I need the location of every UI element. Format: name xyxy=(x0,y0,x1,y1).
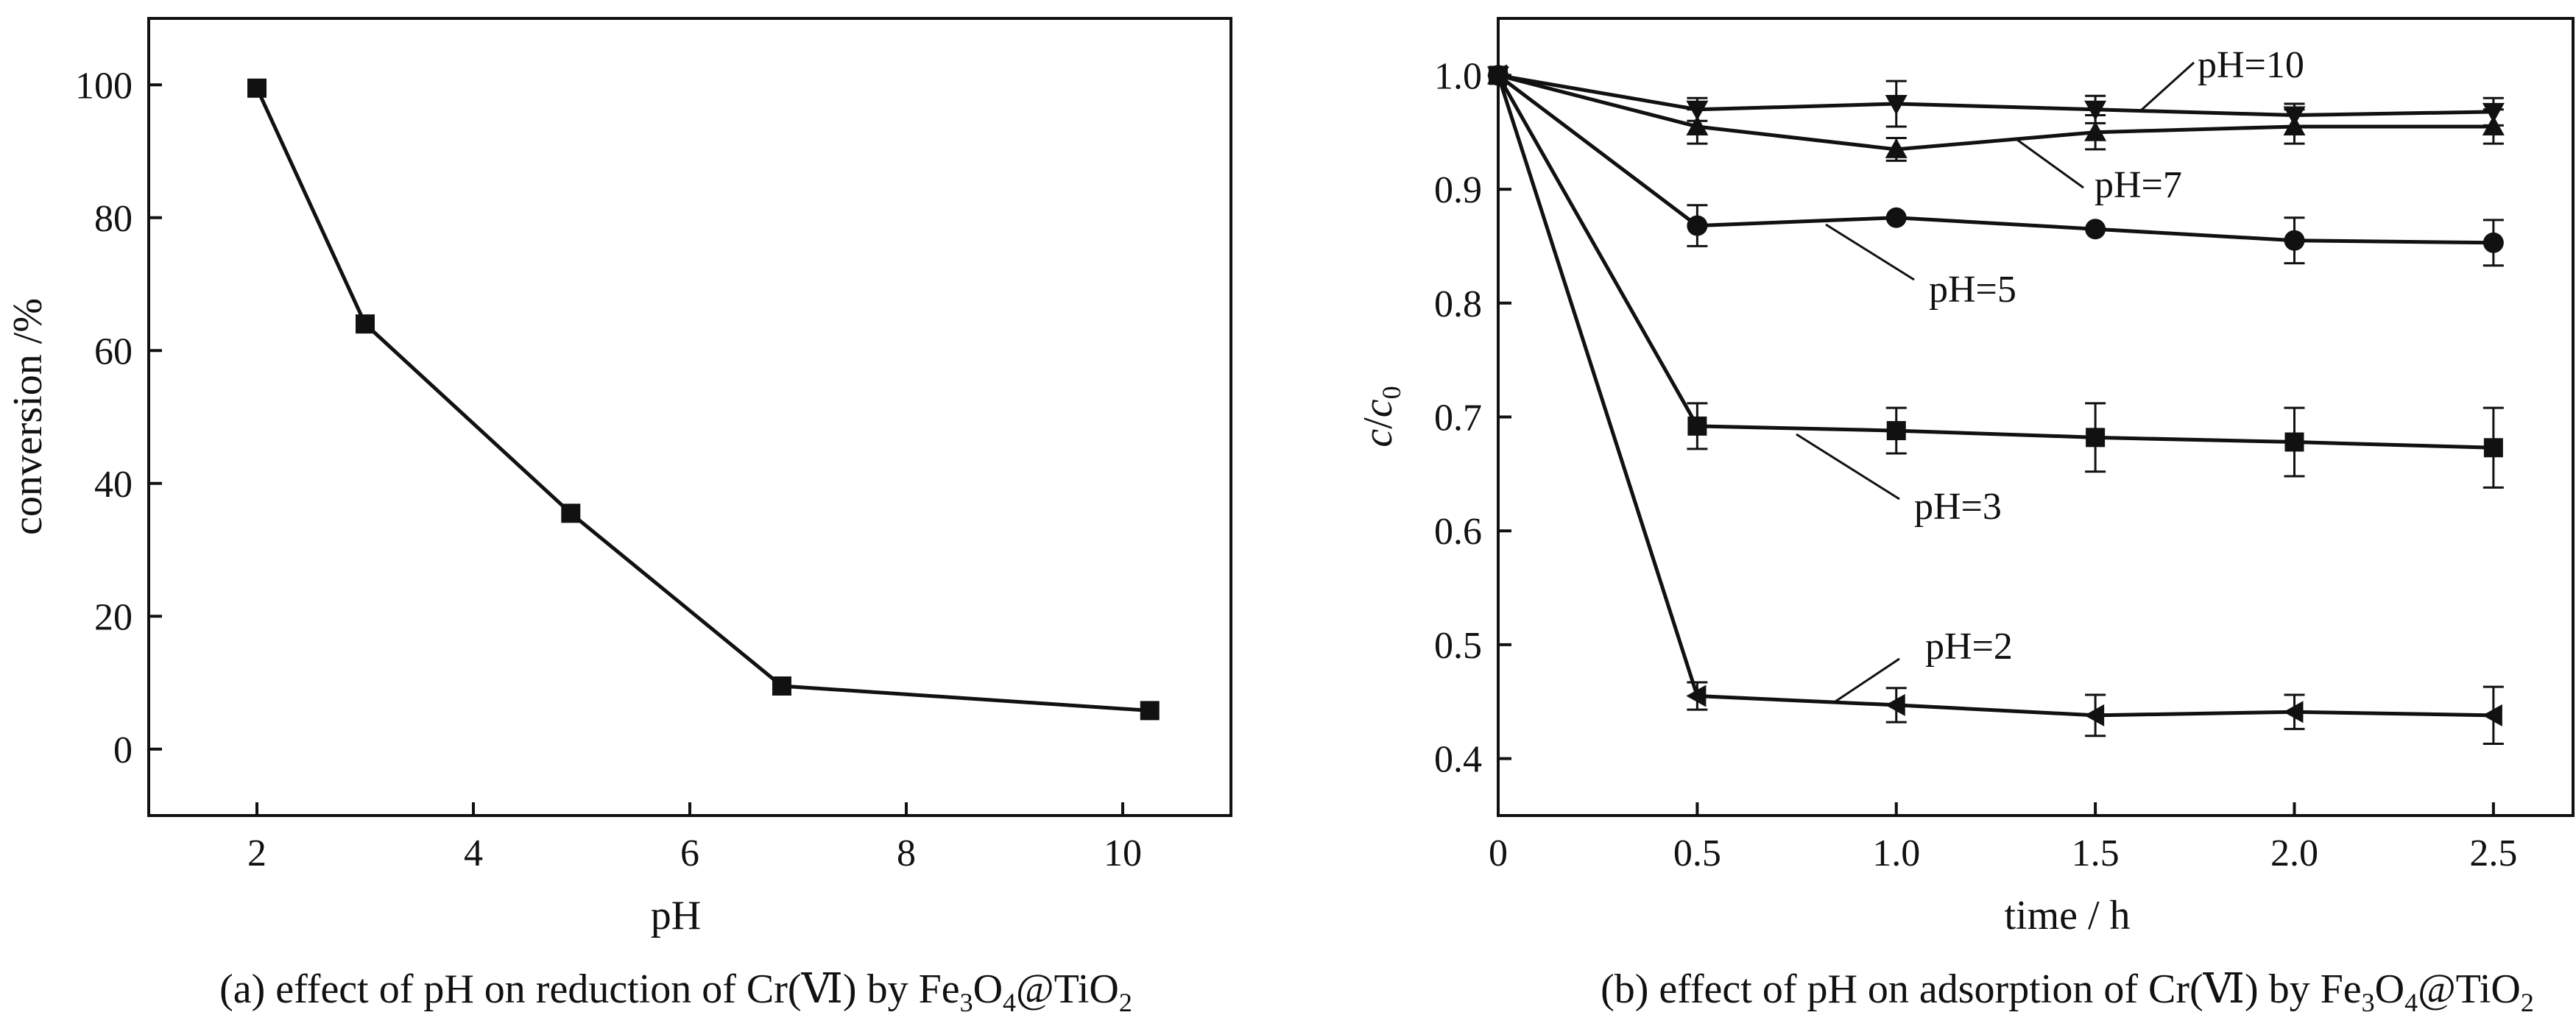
data-point-ph7 xyxy=(2084,121,2107,141)
leader-ph7 xyxy=(2016,138,2084,189)
data-point-ph3 xyxy=(2284,432,2304,452)
data-point-ph2 xyxy=(1885,693,1905,716)
leader-ph3 xyxy=(1796,433,1900,501)
leader-ph10 xyxy=(2139,61,2195,112)
data-point-ph2 xyxy=(2482,704,2502,726)
panel-a-x-axis-label: pH xyxy=(651,893,701,938)
annotation-ph10: pH=10 xyxy=(2198,44,2304,86)
x-tick-label: 2.0 xyxy=(2270,832,2318,874)
y-tick-label: 80 xyxy=(94,198,133,240)
annotation-ph5: pH=5 xyxy=(1929,269,2016,311)
panel-a-x-ticks: 2 4 6 8 10 xyxy=(247,802,1142,874)
panel-a-plot-frame xyxy=(147,17,1232,817)
x-tick-label: 1.0 xyxy=(1872,832,1920,874)
x-tick-label: 8 xyxy=(897,832,916,874)
annotation-ph3: pH=3 xyxy=(1914,486,2002,528)
y-tick-label: 0.4 xyxy=(1434,739,1482,781)
panel-a-y-ticks: 0 20 40 60 80 100 xyxy=(75,65,162,771)
series-line-ph7 xyxy=(1497,73,2494,152)
panel-a-y-axis-label: conversion /% xyxy=(5,298,51,535)
x-tick-label: 2.5 xyxy=(2469,832,2517,874)
data-point xyxy=(1140,701,1160,721)
panel-b-annotation-leaders xyxy=(1796,61,2195,704)
x-tick-label: 0.5 xyxy=(1673,832,1721,874)
panel-b-x-ticks: 0 0.5 1.0 1.5 2.0 2.5 xyxy=(1489,802,2517,874)
panel-b-y-axis-label: c/c0 xyxy=(1355,386,1406,447)
series-line-ph3 xyxy=(1496,74,2494,450)
series-line-conversion xyxy=(255,87,1150,712)
data-point-ph10 xyxy=(2084,100,2107,121)
panel-b-caption: (b) effect of pH on adsorption of Cr(Ⅵ) … xyxy=(1601,966,2534,1017)
y-tick-label: 0.7 xyxy=(1434,397,1482,439)
data-point-ph5 xyxy=(1885,207,1907,228)
data-point-ph2 xyxy=(2283,701,2304,724)
y-tick-label: 0.8 xyxy=(1434,283,1482,325)
data-point-ph3 xyxy=(1687,416,1707,436)
panel-b-y-ticks: 0.4 0.5 0.6 0.7 0.8 0.9 1.0 xyxy=(1434,55,1511,781)
data-point-ph7 xyxy=(1686,115,1709,135)
x-tick-label: 10 xyxy=(1104,832,1142,874)
data-point-ph2 xyxy=(1487,64,1507,87)
y-tick-label: 20 xyxy=(94,596,133,638)
panel-b-adsorption-chart: 0.4 0.5 0.6 0.7 0.8 0.9 1.0 0 0.5 1.0 1.5 2.0 2.5 p… xyxy=(1355,17,2575,1017)
data-point-ph7 xyxy=(2283,115,2306,135)
panel-a-caption: (a) effect of pH on reduction of Cr(Ⅵ) b… xyxy=(219,966,1132,1017)
annotation-ph7: pH=7 xyxy=(2095,164,2182,206)
data-point-ph5 xyxy=(1687,215,1708,236)
x-tick-label: 2 xyxy=(247,832,267,874)
panel-a-series xyxy=(247,78,1160,721)
y-tick-label: 0.9 xyxy=(1434,169,1482,211)
panel-b-x-axis-label: time / h xyxy=(2004,893,2130,938)
y-tick-label: 0.5 xyxy=(1434,625,1482,667)
data-point xyxy=(356,314,375,334)
x-tick-label: 4 xyxy=(464,832,483,874)
leader-ph5 xyxy=(1825,223,1915,281)
data-point-ph2 xyxy=(2084,704,2105,726)
data-point-ph5 xyxy=(2483,232,2504,253)
data-point xyxy=(772,676,791,696)
y-tick-label: 100 xyxy=(75,65,133,107)
annotation-ph2: pH=2 xyxy=(1925,626,2013,668)
y-tick-label: 40 xyxy=(94,464,133,506)
x-tick-label: 6 xyxy=(680,832,699,874)
series-line-ph10 xyxy=(1497,73,2494,118)
series-line-ph2 xyxy=(1496,74,2494,718)
data-point-ph3 xyxy=(2483,438,2503,458)
data-point-ph3 xyxy=(2086,428,2106,448)
data-point xyxy=(561,503,581,523)
y-tick-label: 1.0 xyxy=(1434,55,1482,97)
y-tick-label: 0.6 xyxy=(1434,511,1482,553)
x-tick-label: 0 xyxy=(1489,832,1508,874)
leader-ph2 xyxy=(1832,657,1900,704)
data-point-ph5 xyxy=(2085,219,2106,240)
panel-a-reduction-chart: 0 20 40 60 80 100 2 4 6 8 10 pH conversion /% (a)… xyxy=(5,17,1232,1017)
data-point-ph7 xyxy=(2482,115,2505,135)
y-tick-label: 0 xyxy=(113,729,133,771)
data-point-ph5 xyxy=(2284,230,2305,251)
data-point xyxy=(247,78,267,98)
data-point-ph3 xyxy=(1886,421,1906,441)
series-line-ph5 xyxy=(1497,74,2494,245)
x-tick-label: 1.5 xyxy=(2072,832,2120,874)
data-point-ph7 xyxy=(1885,138,1908,158)
y-tick-label: 60 xyxy=(94,330,133,372)
data-point-ph10 xyxy=(1885,95,1908,116)
data-point-ph2 xyxy=(1686,685,1707,707)
panel-b-series xyxy=(1487,64,2505,746)
